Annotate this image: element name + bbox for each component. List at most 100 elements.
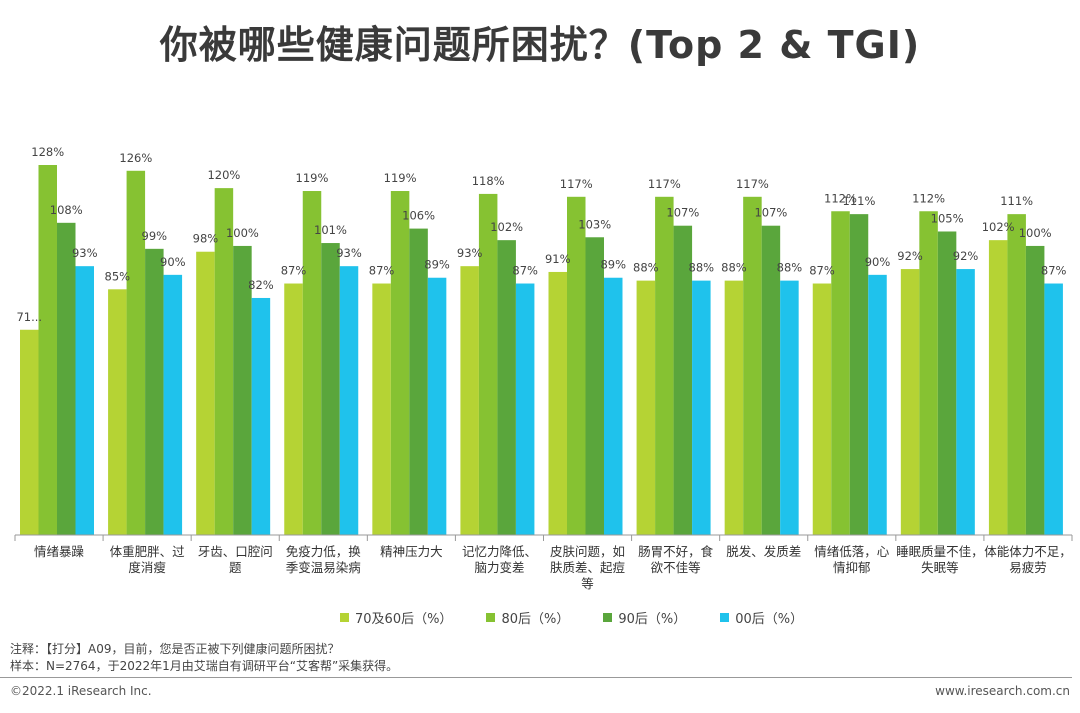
bar <box>849 214 869 535</box>
bar-value-label: 102% <box>982 220 1015 234</box>
bar <box>585 237 604 535</box>
category-label: 体重肥胖、过 <box>110 544 186 559</box>
bar-value-label: 87% <box>512 264 538 278</box>
bar <box>233 245 252 535</box>
website-link[interactable]: www.iresearch.com.cn <box>935 684 1070 698</box>
category-label: 睡眠质量不佳， <box>896 544 984 559</box>
bar <box>724 280 744 535</box>
category-label: 脑力变差 <box>474 560 524 575</box>
category-label: 度消瘦 <box>128 560 166 575</box>
bar-value-label: 85% <box>105 269 131 283</box>
bar <box>284 283 303 535</box>
legend-label: 00后（%） <box>735 612 804 627</box>
bar <box>956 269 975 535</box>
bar-chart: 71... 128% 108% 93% 85% 126% 99% 90% 98% 120% 100%… <box>14 145 1073 591</box>
legend-item: 90后（%） <box>603 608 686 627</box>
category-label: 免疫力低，换 <box>286 544 362 559</box>
bar-value-label: 128% <box>31 145 64 159</box>
bar <box>937 231 957 535</box>
bar <box>196 251 215 535</box>
legend-swatch <box>603 613 613 622</box>
footer-divider <box>0 677 1072 678</box>
bar-value-label: 111% <box>1000 194 1033 208</box>
bar <box>126 170 146 535</box>
bar-value-label: 119% <box>296 171 329 185</box>
category-label: 失眠等 <box>921 560 959 575</box>
bar <box>812 283 832 535</box>
bar-value-label: 117% <box>648 177 681 191</box>
bar-value-label: 112% <box>824 191 857 205</box>
bar-value-label: 102% <box>490 220 523 234</box>
bar <box>515 283 535 535</box>
bar <box>636 280 656 535</box>
category-label: 牙齿、口腔问 <box>198 544 273 559</box>
bar <box>780 280 799 535</box>
bar-value-label: 93% <box>457 246 483 260</box>
copyright: ©2022.1 iResearch Inc. <box>10 684 152 698</box>
bar <box>692 280 711 535</box>
bar-value-label: 119% <box>384 171 417 185</box>
bar <box>831 211 850 535</box>
category-label: 情绪低落，心 <box>814 544 890 559</box>
bar <box>390 191 410 535</box>
bar <box>427 277 447 535</box>
bar-value-label: 90% <box>865 255 891 269</box>
bar-value-label: 101% <box>314 223 347 237</box>
bar <box>75 266 94 535</box>
bar <box>761 225 781 535</box>
bar <box>20 329 39 535</box>
bar-value-label: 91% <box>545 252 571 266</box>
bar <box>900 269 920 535</box>
bar-value-label: 88% <box>777 261 803 275</box>
legend-label: 70及60后（%） <box>355 612 453 627</box>
bar <box>409 228 428 535</box>
bar <box>1025 245 1045 535</box>
bar-value-label: 117% <box>736 177 769 191</box>
bar-value-label: 120% <box>207 168 240 182</box>
legend-label: 90后（%） <box>618 612 687 627</box>
bar-value-label: 93% <box>336 246 362 260</box>
bar <box>302 191 322 535</box>
bar <box>478 193 498 535</box>
bar <box>1007 214 1026 535</box>
bar <box>868 274 887 535</box>
legend-swatch <box>340 613 349 622</box>
bar <box>604 277 623 535</box>
bar <box>38 165 57 535</box>
bar-value-label: 71... <box>16 310 42 324</box>
legend-item: 80后（%） <box>486 608 569 627</box>
bar-value-label: 100% <box>226 226 259 240</box>
legend-swatch <box>486 613 496 622</box>
bar <box>372 283 391 535</box>
bar <box>251 297 271 535</box>
category-label: 欲不佳等 <box>651 560 701 575</box>
bar-value-label: 87% <box>369 264 395 278</box>
bar <box>567 196 586 535</box>
category-label: 情绪暴躁 <box>34 544 85 559</box>
category-label: 精神压力大 <box>380 544 443 559</box>
legend-item: 70及60后（%） <box>340 608 452 627</box>
bar-value-label: 98% <box>193 232 219 246</box>
bar-value-label: 108% <box>50 203 83 217</box>
bar <box>321 243 340 535</box>
bar-value-label: 112% <box>912 191 945 205</box>
bar <box>497 240 516 535</box>
bar <box>145 248 164 535</box>
chart-title: 你被哪些健康问题所困扰？(Top 2 & TGI) <box>159 23 921 67</box>
bar <box>1044 283 1063 535</box>
bar-value-label: 103% <box>578 217 611 231</box>
category-label: 肠胃不好，食 <box>638 544 714 559</box>
bar <box>655 196 674 535</box>
bar-value-label: 107% <box>754 206 787 220</box>
bar-value-label: 111% <box>843 194 876 208</box>
bar-value-label: 105% <box>931 211 964 225</box>
bar-value-label: 88% <box>633 261 659 275</box>
bar <box>108 289 127 535</box>
legend: 70及60后（%） 80后（%） 90后（%） 00后（%） <box>340 608 803 627</box>
legend-swatch <box>720 613 730 622</box>
bar-value-label: 93% <box>72 246 98 260</box>
category-label: 肤质差、起痘 <box>550 560 626 575</box>
bar-value-label: 118% <box>472 174 505 188</box>
bar-value-label: 92% <box>897 249 923 263</box>
bar-value-label: 82% <box>248 278 274 292</box>
